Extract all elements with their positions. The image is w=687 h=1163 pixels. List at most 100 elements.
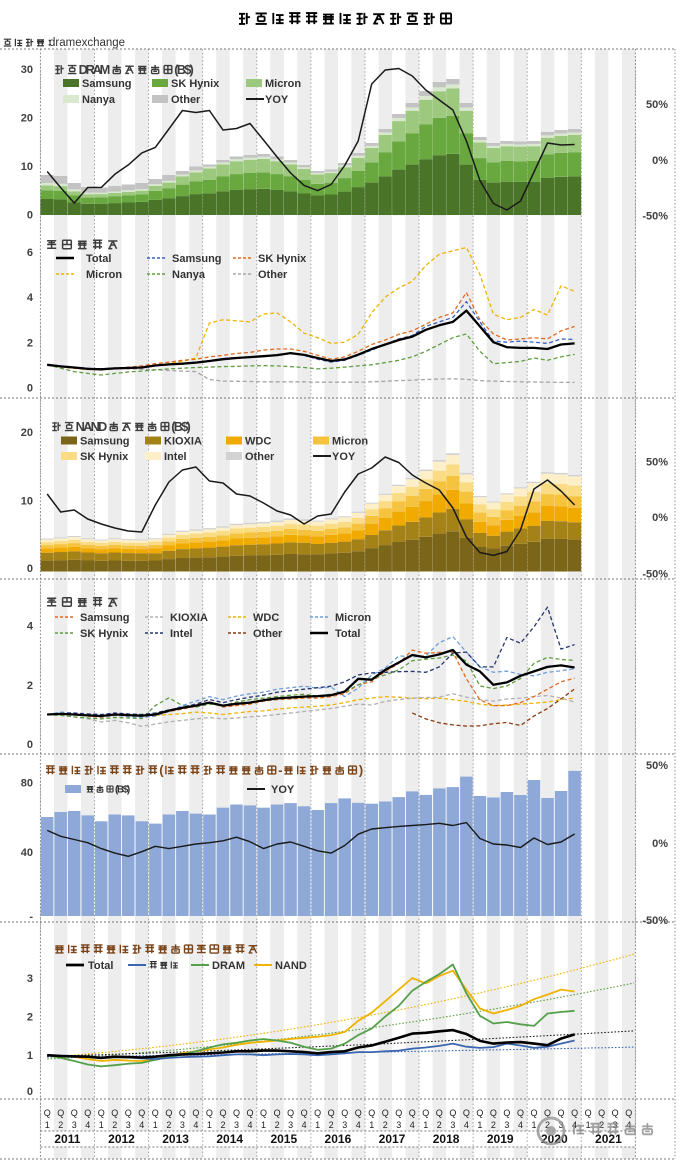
svg-text:Total: Total xyxy=(88,960,113,972)
svg-text:10: 10 xyxy=(21,161,33,173)
svg-text:Q: Q xyxy=(287,1108,294,1118)
svg-text:Q: Q xyxy=(476,1108,483,1118)
svg-text:Q: Q xyxy=(544,1108,551,1118)
svg-text:2019: 2019 xyxy=(487,1132,514,1146)
svg-text:Q: Q xyxy=(382,1108,389,1118)
svg-text:1: 1 xyxy=(153,1120,158,1130)
svg-text:-: - xyxy=(278,763,282,778)
svg-text:80: 80 xyxy=(21,778,33,790)
svg-text:Intel: Intel xyxy=(170,628,193,640)
svg-text:2: 2 xyxy=(27,337,33,349)
svg-text:4: 4 xyxy=(410,1120,415,1130)
svg-text:SK Hynix: SK Hynix xyxy=(80,451,129,463)
svg-text:4: 4 xyxy=(626,1120,631,1130)
svg-text:40: 40 xyxy=(21,847,33,859)
svg-text:Q: Q xyxy=(368,1108,375,1118)
svg-text:Q: Q xyxy=(206,1108,213,1118)
svg-text:(: ( xyxy=(159,763,164,778)
svg-text:4: 4 xyxy=(139,1120,144,1130)
svg-text:Q: Q xyxy=(571,1108,578,1118)
svg-text:2017: 2017 xyxy=(379,1132,406,1146)
svg-text:3: 3 xyxy=(396,1120,401,1130)
svg-text:Q: Q xyxy=(125,1108,132,1118)
svg-text:30: 30 xyxy=(21,64,33,76)
svg-text:2: 2 xyxy=(383,1120,388,1130)
svg-text:2: 2 xyxy=(166,1120,171,1130)
svg-text:Micron: Micron xyxy=(335,612,371,624)
svg-text:Q: Q xyxy=(152,1108,159,1118)
svg-text:1: 1 xyxy=(477,1120,482,1130)
svg-text:0%: 0% xyxy=(652,155,668,167)
svg-text:Q: Q xyxy=(409,1108,416,1118)
svg-text:4: 4 xyxy=(193,1120,198,1130)
svg-text:DRAM: DRAM xyxy=(79,62,111,77)
svg-text:Q: Q xyxy=(57,1108,64,1118)
svg-text:Q: Q xyxy=(422,1108,429,1118)
svg-text:2: 2 xyxy=(58,1120,63,1130)
svg-text:1: 1 xyxy=(45,1120,50,1130)
svg-text:Q: Q xyxy=(328,1108,335,1118)
svg-text:Q: Q xyxy=(530,1108,537,1118)
svg-text:6: 6 xyxy=(27,247,33,259)
svg-text:4: 4 xyxy=(85,1120,90,1130)
svg-text:2: 2 xyxy=(545,1120,550,1130)
svg-text:Samsung: Samsung xyxy=(80,612,130,624)
svg-text:Q: Q xyxy=(395,1108,402,1118)
svg-text:Q: Q xyxy=(233,1108,240,1118)
svg-text:DRAM: DRAM xyxy=(212,960,245,972)
svg-text:Samsung: Samsung xyxy=(82,78,132,90)
svg-text:3: 3 xyxy=(288,1120,293,1130)
svg-text:0: 0 xyxy=(27,1086,33,1098)
svg-text:1: 1 xyxy=(261,1120,266,1130)
svg-text:4: 4 xyxy=(27,292,34,304)
svg-text:1: 1 xyxy=(27,1050,33,1062)
svg-text:50%: 50% xyxy=(646,760,668,772)
svg-text:Total: Total xyxy=(335,628,360,640)
svg-text:0: 0 xyxy=(27,563,33,575)
svg-text:3: 3 xyxy=(234,1120,239,1130)
svg-text:3: 3 xyxy=(180,1120,185,1130)
svg-text:Q: Q xyxy=(192,1108,199,1118)
svg-text:2: 2 xyxy=(220,1120,225,1130)
svg-text:3: 3 xyxy=(126,1120,131,1130)
svg-text:1: 1 xyxy=(315,1120,320,1130)
svg-text:0: 0 xyxy=(27,383,33,395)
svg-text:): ) xyxy=(359,763,363,778)
svg-text:(B$): (B$) xyxy=(174,62,194,77)
svg-text:2013: 2013 xyxy=(162,1132,189,1146)
svg-text:2: 2 xyxy=(437,1120,442,1130)
svg-text:2: 2 xyxy=(112,1120,117,1130)
svg-text:1: 1 xyxy=(207,1120,212,1130)
svg-text:Q: Q xyxy=(165,1108,172,1118)
svg-text:2015: 2015 xyxy=(270,1132,297,1146)
svg-text:Q: Q xyxy=(625,1108,632,1118)
svg-text:-: - xyxy=(29,911,33,923)
svg-text:Q: Q xyxy=(341,1108,348,1118)
svg-text:3: 3 xyxy=(27,973,33,985)
svg-text:WDC: WDC xyxy=(253,612,279,624)
svg-text:YOY: YOY xyxy=(265,94,289,106)
svg-text:Micron: Micron xyxy=(86,269,122,281)
svg-text:Q: Q xyxy=(598,1108,605,1118)
svg-text:1: 1 xyxy=(586,1120,591,1130)
svg-text:KIOXIA: KIOXIA xyxy=(170,612,208,624)
svg-text:Q: Q xyxy=(219,1108,226,1118)
svg-text:YOY: YOY xyxy=(271,784,295,796)
svg-text:NAND: NAND xyxy=(275,960,307,972)
svg-text:SK Hynix: SK Hynix xyxy=(258,253,307,265)
svg-text:Micron: Micron xyxy=(265,78,301,90)
svg-text:Nanya: Nanya xyxy=(82,94,116,106)
svg-text:3: 3 xyxy=(450,1120,455,1130)
svg-text:Q: Q xyxy=(71,1108,78,1118)
svg-text:Q: Q xyxy=(301,1108,308,1118)
svg-text:2: 2 xyxy=(27,1012,33,1024)
svg-text:Q: Q xyxy=(246,1108,253,1118)
svg-text:Q: Q xyxy=(503,1108,510,1118)
svg-text:4: 4 xyxy=(27,621,34,633)
svg-text:-50%: -50% xyxy=(642,915,668,927)
svg-text:Q: Q xyxy=(179,1108,186,1118)
svg-text:Other: Other xyxy=(245,451,275,463)
svg-text:SK Hynix: SK Hynix xyxy=(80,628,129,640)
svg-text:2011: 2011 xyxy=(54,1132,80,1146)
svg-text:-50%: -50% xyxy=(642,210,668,222)
